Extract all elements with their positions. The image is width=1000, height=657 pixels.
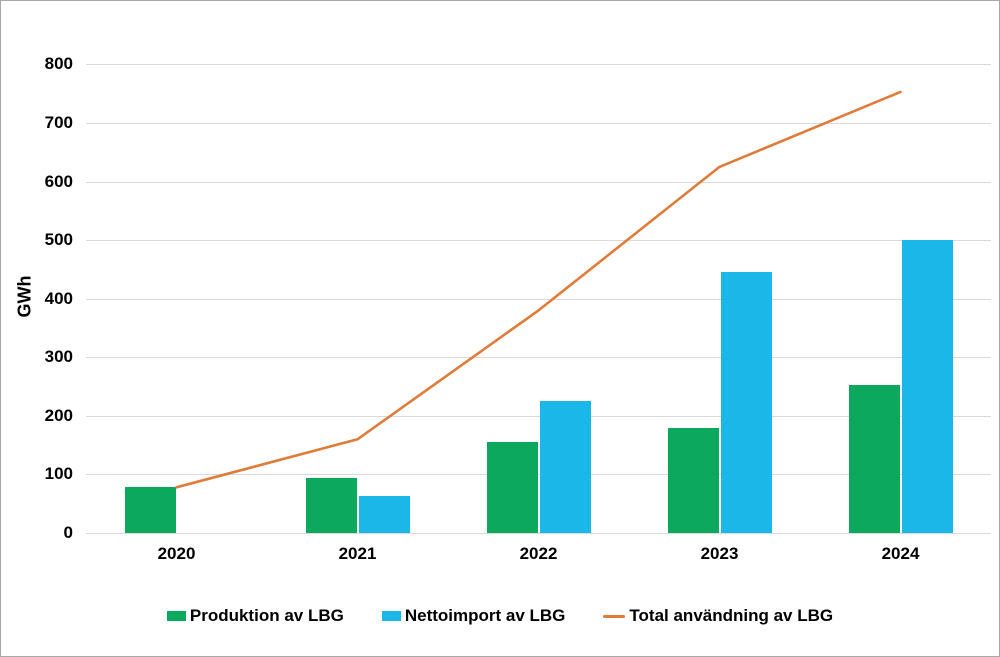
x-tick-label: 2023: [700, 544, 739, 563]
y-tick-label: 300: [44, 347, 73, 367]
y-tick-label: 400: [44, 288, 73, 308]
bar-produktion-av-lbg-2024: [848, 384, 900, 533]
x-tick-label: 2024: [881, 544, 920, 563]
x-tick-label: 2021: [338, 544, 377, 563]
legend-item-nettoimport-av-lbg: Nettoimport av LBG: [381, 606, 566, 626]
gridline: [86, 533, 991, 534]
legend-label: Produktion av LBG: [189, 606, 344, 625]
y-tick-label: 800: [44, 54, 73, 74]
legend-label: Nettoimport av LBG: [404, 606, 566, 625]
gridline: [86, 181, 991, 183]
bar-nettoimport-av-lbg-2022: [539, 401, 591, 533]
legend-line-swatch: [603, 614, 626, 618]
y-tick-label: 0: [63, 523, 73, 542]
y-tick-label: 200: [44, 405, 73, 425]
legend: Produktion av LBG Nettoimport av LBG Total…: [1, 606, 999, 626]
bar-nettoimport-av-lbg-2024: [901, 240, 953, 533]
bar-produktion-av-lbg-2021: [305, 477, 357, 533]
gridline: [86, 240, 991, 242]
gridline: [86, 122, 991, 124]
legend-bar-swatch: [166, 611, 186, 621]
bar-nettoimport-av-lbg-2023: [720, 272, 772, 533]
gridline: [86, 357, 991, 359]
y-tick-label: 500: [44, 230, 73, 250]
bar-produktion-av-lbg-2023: [667, 427, 719, 533]
y-tick-label: 100: [44, 464, 73, 484]
legend-bar-swatch: [381, 611, 401, 621]
bar-produktion-av-lbg-2022: [486, 442, 538, 533]
bar-nettoimport-av-lbg-2021: [358, 496, 410, 533]
bar-produktion-av-lbg-2020: [124, 487, 176, 533]
y-tick-label: 600: [44, 171, 73, 191]
gridline: [86, 64, 991, 66]
y-tick-label: 700: [44, 112, 73, 132]
gridline: [86, 298, 991, 300]
x-tick-label: 2020: [157, 544, 196, 563]
legend-label: Total användning av LBG: [629, 606, 834, 625]
legend-item-produktion-av-lbg: Produktion av LBG: [166, 606, 344, 626]
x-tick-label: 2022: [519, 544, 558, 563]
legend-item-total-anv-ndning-av-lbg: Total användning av LBG: [603, 606, 833, 626]
